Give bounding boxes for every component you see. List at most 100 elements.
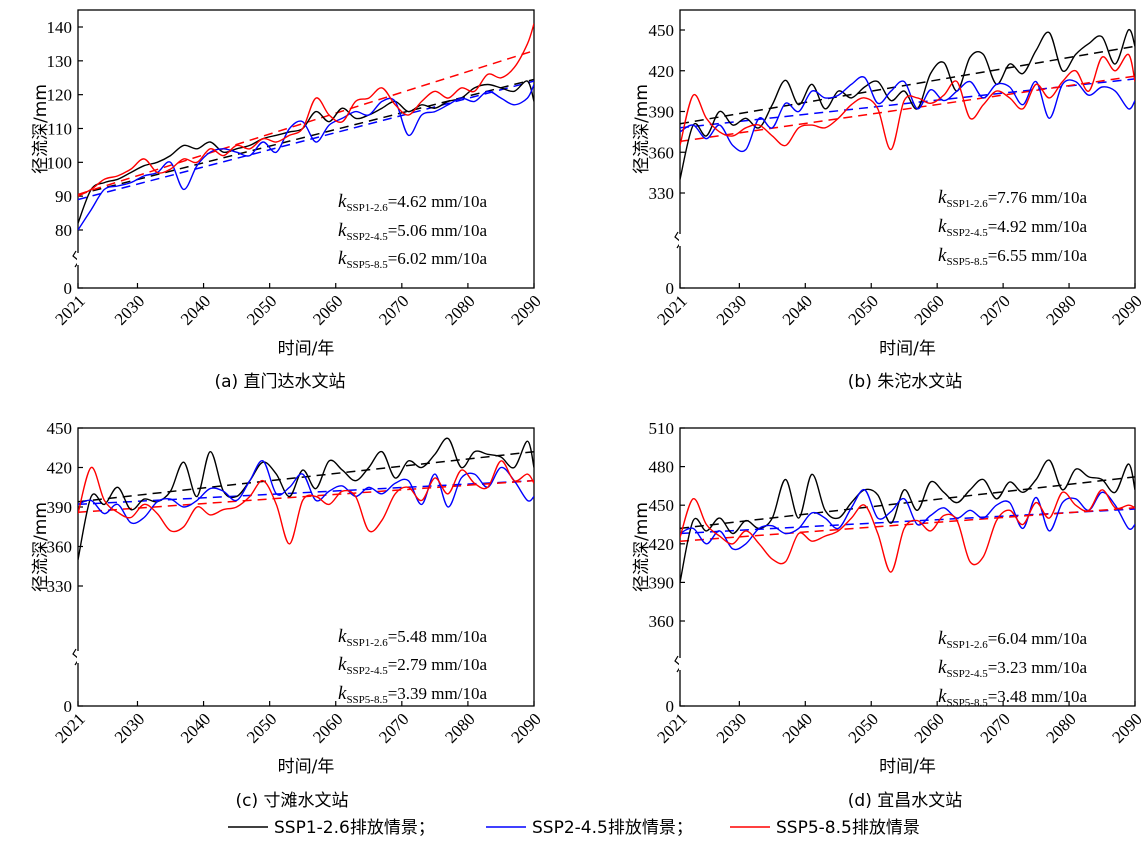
legend-item: SSP5-8.5排放情景 (730, 818, 920, 838)
x-tick-label: 2050 (243, 709, 280, 746)
y-tick-label: 420 (649, 62, 675, 81)
y-axis-label: 径流深/mm (632, 502, 652, 592)
y-tick-label: 130 (47, 52, 73, 71)
legend-label: SSP2-4.5排放情景； (532, 818, 693, 838)
x-tick-label: 2090 (507, 291, 544, 328)
plot-frame (77, 427, 535, 707)
y-tick-label: 390 (649, 573, 675, 592)
series-line-ssp5-8.5 (78, 460, 534, 545)
y-tick-label: 420 (649, 535, 675, 554)
x-axis-label: 时间/年 (278, 339, 335, 359)
y-tick-label: 0 (666, 279, 675, 298)
x-tick-label: 2040 (779, 709, 816, 746)
trend-rate-label: kSSP1-2.6=5.48 mm/10a (338, 626, 487, 649)
x-tick-label: 2050 (243, 291, 280, 328)
y-axis-label: 径流深/mm (632, 84, 652, 174)
trend-rate-label: kSSP2-4.5=4.92 mm/10a (938, 216, 1087, 239)
y-tick-label: 420 (47, 459, 73, 478)
y-tick-label: 360 (649, 612, 675, 631)
trend-line-ssp1-2.6 (78, 450, 534, 503)
series-line-ssp1-2.6 (680, 459, 1135, 583)
x-tick-label: 2040 (177, 709, 214, 746)
trend-line-ssp2-4.5 (78, 80, 534, 201)
x-tick-label: 2080 (441, 291, 478, 328)
legend-item: SSP1-2.6排放情景； (228, 818, 435, 838)
panel-caption: (d) 宜昌水文站 (848, 791, 962, 811)
trend-rate-label: kSSP2-4.5=5.06 mm/10a (338, 220, 487, 243)
y-tick-label: 0 (64, 279, 73, 298)
trend-rate-label: kSSP5-8.5=6.55 mm/10a (938, 245, 1087, 268)
x-tick-label: 2050 (845, 709, 882, 746)
series-group (680, 29, 1135, 180)
x-tick-label: 2070 (976, 291, 1013, 328)
y-tick-label: 80 (55, 221, 72, 240)
x-tick-label: 2070 (976, 709, 1013, 746)
y-tick-label: 510 (649, 419, 675, 438)
y-tick-label: 110 (47, 120, 72, 139)
x-tick-label: 2021 (653, 291, 690, 328)
series-line-ssp5-8.5 (78, 23, 534, 197)
y-tick-label: 140 (47, 18, 73, 37)
panel-caption: (b) 朱沱水文站 (848, 372, 962, 392)
plot-frame (679, 9, 1136, 289)
y-tick-label: 0 (64, 697, 73, 716)
panel-caption: (c) 寸滩水文站 (235, 791, 348, 811)
plot-frame (77, 9, 535, 289)
trend-line-ssp1-2.6 (78, 78, 534, 196)
x-tick-label: 2090 (1108, 709, 1145, 746)
y-tick-label: 360 (649, 143, 675, 162)
x-axis-label: 时间/年 (278, 757, 335, 777)
trend-rate-label: kSSP2-4.5=2.79 mm/10a (338, 654, 487, 677)
y-tick-label: 0 (666, 697, 675, 716)
trend-rate-label: kSSP1-2.6=7.76 mm/10a (938, 187, 1087, 210)
trend-line-ssp2-4.5 (78, 479, 534, 506)
series-line-ssp5-8.5 (680, 53, 1135, 151)
trend-rate-label: kSSP1-2.6=4.62 mm/10a (338, 191, 487, 214)
x-axis-label: 时间/年 (879, 757, 936, 777)
trend-rate-label: kSSP2-4.5=3.23 mm/10a (938, 657, 1087, 680)
series-group (78, 437, 534, 560)
y-tick-label: 330 (47, 577, 73, 596)
legend-label: SSP1-2.6排放情景； (274, 818, 435, 838)
x-tick-label: 2021 (51, 709, 88, 746)
x-tick-label: 2090 (1108, 291, 1145, 328)
x-tick-label: 2070 (375, 709, 412, 746)
y-tick-label: 360 (47, 538, 73, 557)
x-tick-label: 2060 (309, 291, 346, 328)
trend-rate-label: kSSP1-2.6=6.04 mm/10a (938, 628, 1087, 651)
y-tick-label: 100 (47, 153, 73, 172)
series-line-ssp5-8.5 (680, 489, 1135, 573)
x-tick-label: 2030 (713, 291, 750, 328)
x-tick-label: 2030 (111, 291, 148, 328)
y-tick-label: 450 (47, 419, 73, 438)
series-group (78, 23, 534, 231)
x-tick-label: 2030 (111, 709, 148, 746)
x-tick-label: 2070 (375, 291, 412, 328)
y-tick-label: 90 (55, 187, 72, 206)
x-tick-label: 2060 (309, 709, 346, 746)
series-group (680, 459, 1135, 583)
figure-legend: SSP1-2.6排放情景； SSP2-4.5排放情景； SSP5-8.5排放情景 (228, 818, 920, 838)
series-line-ssp1-2.6 (78, 437, 534, 560)
y-tick-label: 330 (649, 184, 675, 203)
plot-frame (679, 427, 1136, 707)
chart-panel-a: 0 80 90 100 110 120 130 140 2021 2030 2040 2050 2060… (31, 9, 545, 392)
x-tick-label: 2030 (713, 709, 750, 746)
y-axis-label: 径流深/mm (31, 502, 51, 592)
x-tick-label: 2080 (1042, 709, 1079, 746)
x-tick-label: 2060 (911, 709, 948, 746)
axis-break-gap (77, 651, 80, 663)
chart-panels: 0 80 90 100 110 120 130 140 2021 2030 2040 2050 2060… (31, 9, 1146, 811)
trend-rate-label: kSSP5-8.5=3.39 mm/10a (338, 683, 487, 706)
axis-break-gap (679, 658, 682, 670)
x-tick-label: 2021 (653, 709, 690, 746)
trend-rate-label: kSSP5-8.5=3.48 mm/10a (938, 686, 1087, 709)
x-tick-label: 2040 (177, 291, 214, 328)
x-tick-label: 2060 (911, 291, 948, 328)
y-tick-label: 450 (649, 21, 675, 40)
y-tick-label: 390 (649, 103, 675, 122)
chart-panel-c: 0 330 360 390 420 450 2021 2030 2040 2050 2060 2070… (31, 419, 545, 811)
x-tick-label: 2080 (1042, 291, 1079, 328)
x-tick-label: 2021 (51, 291, 88, 328)
